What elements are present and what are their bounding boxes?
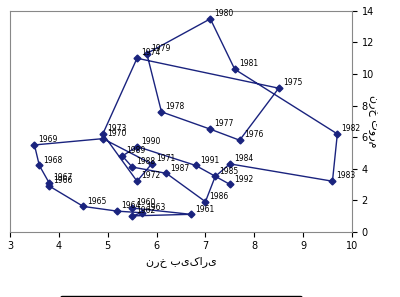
Text: 1974: 1974 [141,48,160,57]
Text: 1992: 1992 [234,175,253,184]
Text: 1989: 1989 [126,146,146,155]
Text: 1969: 1969 [39,135,58,144]
Text: 1961: 1961 [195,205,214,214]
Text: 1991: 1991 [200,156,219,165]
Text: 1960: 1960 [136,198,156,207]
Text: 1988: 1988 [136,157,156,166]
Text: 1990: 1990 [141,137,160,146]
Text: 1967: 1967 [53,173,73,182]
Y-axis label: نرخ تورم: نرخ تورم [368,95,378,148]
Text: 1965: 1965 [88,197,107,206]
Text: 1963: 1963 [146,203,166,212]
Legend: بیکاری و تورم در آمریکا 1992 - 1960: بیکاری و تورم در آمریکا 1992 - 1960 [60,296,302,297]
Text: 1978: 1978 [166,102,185,111]
Text: 1975: 1975 [283,78,302,87]
Text: 1987: 1987 [170,164,190,173]
Text: 1984: 1984 [234,154,253,163]
Text: 1973: 1973 [107,124,126,133]
Text: 1981: 1981 [239,59,258,69]
Text: 1976: 1976 [244,130,263,140]
Text: 1986: 1986 [210,192,229,201]
Text: 1964: 1964 [122,201,141,210]
Text: 1977: 1977 [214,119,234,128]
Text: 1966: 1966 [53,176,73,185]
Text: 1962: 1962 [136,206,156,215]
Text: 1968: 1968 [44,156,63,165]
Text: 1972: 1972 [141,171,160,181]
Text: 1980: 1980 [214,9,234,18]
X-axis label: نرخ بیکاری: نرخ بیکاری [146,255,216,266]
Text: 1979: 1979 [151,44,170,53]
Text: 1970: 1970 [107,129,126,138]
Text: 1982: 1982 [342,124,361,133]
Text: 1985: 1985 [219,167,239,176]
Text: 1971: 1971 [156,154,175,163]
Text: 1983: 1983 [337,171,356,181]
